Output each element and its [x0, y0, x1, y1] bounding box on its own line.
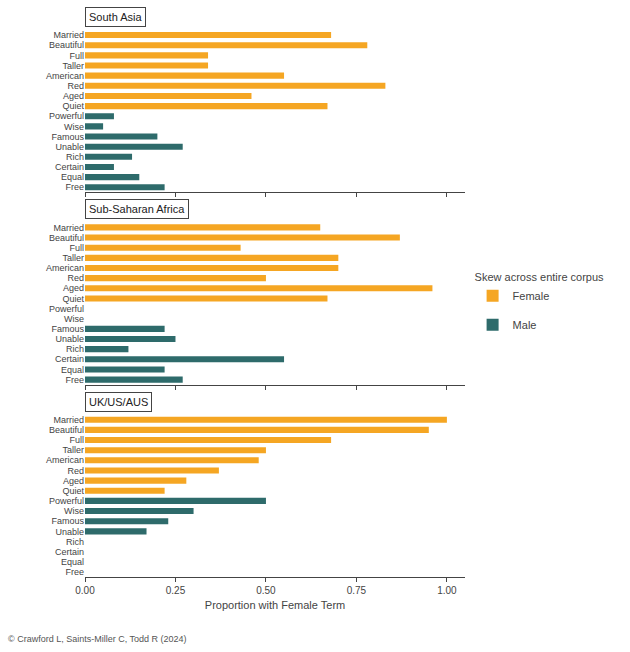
svg-text:Taller: Taller [62, 61, 84, 71]
svg-text:Aged: Aged [63, 283, 84, 293]
svg-text:Red: Red [67, 273, 84, 283]
svg-text:Quiet: Quiet [62, 294, 84, 304]
svg-text:Free: Free [65, 375, 84, 385]
svg-text:Free: Free [65, 567, 84, 577]
svg-text:Equal: Equal [61, 557, 84, 567]
svg-text:Wise: Wise [64, 314, 84, 324]
svg-text:Aged: Aged [63, 476, 84, 486]
svg-text:Certain: Certain [55, 547, 84, 557]
svg-text:0.25: 0.25 [166, 585, 186, 596]
svg-text:Unable: Unable [55, 526, 84, 536]
svg-text:Red: Red [67, 81, 84, 91]
svg-text:Rich: Rich [66, 344, 84, 354]
svg-text:Unable: Unable [55, 334, 84, 344]
svg-text:1.00: 1.00 [437, 585, 457, 596]
svg-text:Famous: Famous [51, 516, 84, 526]
svg-text:Wise: Wise [64, 506, 84, 516]
svg-text:Beautiful: Beautiful [49, 233, 84, 243]
svg-text:Famous: Famous [51, 132, 84, 142]
svg-text:South Asia: South Asia [89, 11, 142, 23]
svg-text:Female: Female [513, 290, 550, 302]
svg-text:Powerful: Powerful [49, 111, 84, 121]
svg-text:© Crawford L, Saints-Miller C,: © Crawford L, Saints-Miller C, Todd R (2… [8, 634, 187, 644]
svg-text:American: American [46, 71, 84, 81]
svg-text:Powerful: Powerful [49, 304, 84, 314]
svg-text:Equal: Equal [61, 172, 84, 182]
svg-text:Married: Married [53, 30, 84, 40]
svg-text:Full: Full [69, 51, 84, 61]
svg-text:Male: Male [513, 319, 537, 331]
svg-text:Rich: Rich [66, 152, 84, 162]
svg-text:American: American [46, 263, 84, 273]
svg-text:Married: Married [53, 415, 84, 425]
svg-text:Free: Free [65, 182, 84, 192]
svg-text:Beautiful: Beautiful [49, 425, 84, 435]
svg-text:Certain: Certain [55, 354, 84, 364]
svg-text:Full: Full [69, 435, 84, 445]
svg-text:American: American [46, 455, 84, 465]
svg-text:Full: Full [69, 243, 84, 253]
svg-text:Unable: Unable [55, 142, 84, 152]
svg-text:Certain: Certain [55, 162, 84, 172]
svg-text:0.50: 0.50 [256, 585, 276, 596]
svg-text:0.00: 0.00 [75, 585, 95, 596]
svg-text:Equal: Equal [61, 365, 84, 375]
svg-text:Sub-Saharan Africa: Sub-Saharan Africa [89, 203, 185, 215]
svg-text:Beautiful: Beautiful [49, 40, 84, 50]
svg-text:Quiet: Quiet [62, 486, 84, 496]
svg-text:Skew across entire corpus: Skew across entire corpus [475, 271, 604, 283]
svg-text:Powerful: Powerful [49, 496, 84, 506]
svg-text:Proportion with Female Term: Proportion with Female Term [205, 599, 345, 611]
svg-text:Aged: Aged [63, 91, 84, 101]
svg-text:Famous: Famous [51, 324, 84, 334]
svg-text:Taller: Taller [62, 253, 84, 263]
svg-text:Married: Married [53, 223, 84, 233]
svg-text:Quiet: Quiet [62, 101, 84, 111]
svg-text:Rich: Rich [66, 537, 84, 547]
svg-text:Wise: Wise [64, 122, 84, 132]
svg-text:0.75: 0.75 [347, 585, 367, 596]
svg-text:UK/US/AUS: UK/US/AUS [89, 396, 148, 408]
svg-text:Red: Red [67, 466, 84, 476]
svg-text:Taller: Taller [62, 445, 84, 455]
